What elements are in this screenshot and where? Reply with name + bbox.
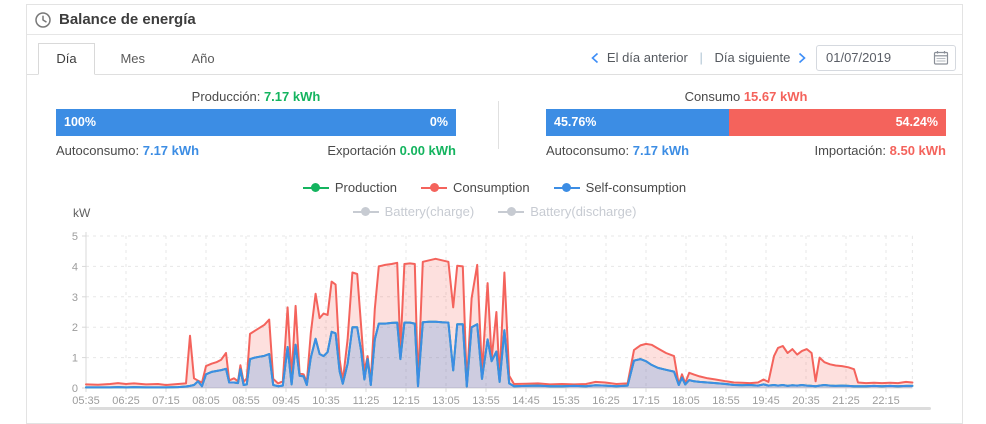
calendar-icon: [933, 50, 949, 71]
production-bar-right-text: 0%: [429, 115, 448, 129]
autoconsumo-label2: Autoconsumo:: [546, 143, 630, 158]
x-tick-label: 06:25: [112, 395, 140, 407]
card-header: Balance de energía: [27, 5, 962, 35]
legend-label: Production: [334, 180, 398, 196]
legend-item-production[interactable]: Production: [302, 179, 398, 196]
consumption-import: Importación: 8.50 kWh: [814, 143, 946, 158]
energy-balance-card: Balance de energía Día Mes Año El día an…: [26, 4, 963, 424]
legend-marker-icon: [553, 183, 580, 193]
legend-label: Self-consumption: [585, 180, 687, 196]
x-tick-label: 07:15: [152, 395, 180, 407]
date-navigation: El día anterior | Día siguiente: [587, 43, 810, 75]
autoconsumo-value: 7.17 kWh: [142, 143, 200, 158]
x-tick-label: 14:45: [512, 395, 540, 407]
x-tick-label: 13:05: [432, 395, 460, 407]
x-tick-label: 22:15: [872, 395, 900, 407]
x-tick-label: 21:25: [832, 395, 860, 407]
consumption-footer: Autoconsumo: 7.17 kWh Importación: 8.50 …: [546, 143, 946, 158]
x-tick-label: 08:55: [232, 395, 260, 407]
x-tick-label: 20:35: [792, 395, 820, 407]
production-value: 7.17 kWh: [263, 89, 321, 104]
tab-bar: Día Mes Año El día anterior | Día siguie…: [27, 43, 962, 75]
y-tick-label: 5: [72, 231, 78, 243]
date-input[interactable]: 01/07/2019: [816, 45, 956, 71]
tab-ano[interactable]: Año: [191, 51, 215, 66]
autoconsumo-label: Autoconsumo:: [56, 143, 140, 158]
tab-dia[interactable]: Día: [38, 43, 95, 75]
next-day-link[interactable]: Día siguiente: [714, 50, 791, 65]
exportacion-value: 0.00 kWh: [399, 143, 456, 158]
y-tick-label: 1: [72, 353, 78, 365]
page-title: Balance de energía: [59, 11, 196, 28]
legend-item-consumption[interactable]: Consumption: [421, 179, 530, 195]
y-axis-unit-label: kW: [73, 206, 91, 220]
chart-scrollbar[interactable]: [89, 407, 931, 410]
date-value: 01/07/2019: [826, 50, 892, 65]
consumption-bar-blue: [546, 109, 730, 136]
consumption-bar: 45.76% 54.24%: [546, 109, 946, 136]
panel-divider: [498, 101, 499, 149]
previous-day-link[interactable]: El día anterior: [606, 50, 688, 65]
nav-separator: |: [699, 50, 703, 65]
x-tick-label: 13:55: [472, 395, 500, 407]
legend-label: Battery(discharge): [530, 204, 637, 220]
x-tick-label: 10:35: [312, 395, 340, 407]
production-bar-left-text: 100%: [64, 115, 96, 129]
energy-chart: 0 1 2 3 4 5 05:35 06:25 07:15 08:05 08:55 09:45 10:3…: [41, 231, 964, 416]
x-tick-label: 12:15: [392, 395, 420, 407]
clock-icon: [34, 11, 52, 34]
legend-marker-icon: [302, 183, 329, 193]
legend-label: Consumption: [453, 180, 530, 196]
consumo-value: 15.67 kWh: [743, 89, 808, 104]
consumption-area: [86, 258, 913, 388]
x-tick-label: 11:25: [353, 395, 380, 407]
x-tick-label: 17:15: [632, 395, 660, 407]
legend-row-2: Battery(charge) Battery(discharge): [27, 203, 962, 219]
production-title: Producción: 7.17 kWh: [56, 89, 456, 104]
importacion-value: 8.50 kWh: [889, 143, 946, 158]
y-tick-label: 0: [72, 383, 78, 395]
chevron-left-icon[interactable]: [590, 52, 600, 67]
y-tick-label: 4: [72, 261, 78, 273]
x-tick-label: 18:05: [672, 395, 700, 407]
production-title-label: Producción:: [191, 89, 261, 104]
axes: 0 1 2 3 4 5 05:35 06:25 07:15 08:05 08:55 09:45 10:3…: [72, 231, 913, 407]
tab-mes[interactable]: Mes: [120, 51, 146, 66]
legend-item-battery-charge[interactable]: Battery(charge): [352, 203, 475, 220]
x-tick-label: 18:55: [712, 395, 740, 407]
production-export: Exportación 0.00 kWh: [327, 143, 456, 158]
y-tick-label: 3: [72, 292, 78, 304]
x-tick-label: 16:25: [592, 395, 620, 407]
consumption-selfconsumption: Autoconsumo: 7.17 kWh: [546, 143, 689, 158]
legend-marker-icon: [498, 207, 525, 217]
legend-item-battery-discharge[interactable]: Battery(discharge): [498, 203, 636, 219]
importacion-label: Importación:: [814, 143, 887, 158]
legend-row-1: Production Consumption Self-consumption: [27, 179, 962, 195]
consumption-bar-left-text: 45.76%: [554, 115, 597, 129]
x-tick-label: 19:45: [752, 395, 780, 407]
legend-marker-icon: [421, 183, 448, 193]
legend-item-self-consumption[interactable]: Self-consumption: [553, 179, 687, 196]
exportacion-label: Exportación: [327, 143, 397, 158]
chevron-right-icon[interactable]: [797, 52, 807, 67]
energy-chart-svg: 0 1 2 3 4 5 05:35 06:25 07:15 08:05 08:55 09:45 10:3…: [72, 231, 931, 410]
consumption-bar-right-text: 54.24%: [895, 115, 938, 129]
x-tick-label: 09:45: [272, 395, 300, 407]
x-tick-label: 08:05: [192, 395, 220, 407]
production-bar-blue: [56, 109, 456, 136]
autoconsumo-value2: 7.17 kWh: [632, 143, 690, 158]
legend-marker-icon: [352, 207, 379, 217]
consumo-title-label: Consumo: [684, 89, 741, 104]
x-tick-label: 05:35: [72, 395, 100, 407]
production-selfconsumption: Autoconsumo: 7.17 kWh: [56, 143, 199, 158]
legend-label: Battery(charge): [384, 204, 475, 220]
consumption-title: Consumo 15.67 kWh: [546, 89, 946, 104]
self-consumption-line: [85, 320, 914, 389]
y-tick-label: 2: [72, 322, 78, 334]
production-bar: 100% 0%: [56, 109, 456, 136]
production-footer: Autoconsumo: 7.17 kWh Exportación 0.00 k…: [56, 143, 456, 158]
x-tick-label: 15:35: [552, 395, 580, 407]
